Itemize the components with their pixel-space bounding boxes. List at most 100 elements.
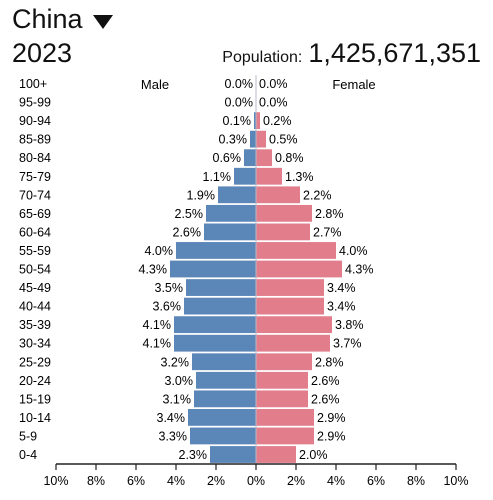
male-bar (174, 334, 256, 352)
population-label: Population: (222, 49, 303, 66)
female-value-label: 4.0% (339, 244, 368, 258)
x-tick-label: 2% (207, 474, 225, 488)
female-value-label: 0.5% (269, 133, 298, 147)
female-value-label: 1.3% (285, 170, 314, 184)
female-bar (256, 223, 310, 241)
female-value-label: 0.2% (263, 114, 292, 128)
legend-male-label: Male (141, 77, 169, 92)
male-value-label: 4.1% (143, 318, 172, 332)
age-group-label: 75-79 (19, 170, 51, 184)
female-bar (256, 297, 324, 315)
male-value-label: 4.0% (145, 244, 174, 258)
male-bar (190, 427, 256, 445)
age-group-label: 45-49 (19, 281, 51, 295)
x-tick-label: 6% (127, 474, 145, 488)
male-value-label: 3.6% (153, 300, 182, 314)
age-group-label: 90-94 (19, 114, 51, 128)
female-value-label: 3.8% (335, 318, 364, 332)
age-group-label: 5-9 (19, 429, 37, 443)
male-bar (234, 167, 256, 185)
male-bar (170, 260, 256, 278)
age-group-label: 15-19 (19, 392, 51, 406)
female-value-label: 2.7% (313, 225, 342, 239)
female-value-label: 4.3% (345, 263, 374, 277)
male-bar (254, 112, 256, 129)
male-value-label: 4.3% (139, 263, 168, 277)
male-bar (196, 371, 256, 389)
male-value-label: 0.3% (219, 133, 248, 147)
female-bar (256, 279, 324, 296)
age-group-label: 85-89 (19, 133, 51, 147)
male-value-label: 2.3% (179, 448, 208, 462)
female-value-label: 0.0% (259, 77, 288, 91)
male-bar (174, 316, 256, 334)
year-label: 2023 (12, 38, 73, 68)
legend-female-label: Female (332, 77, 375, 92)
female-value-label: 2.8% (315, 355, 344, 369)
female-bar (256, 167, 282, 185)
male-value-label: 1.1% (203, 170, 232, 184)
female-value-label: 3.4% (327, 281, 356, 295)
x-tick-label: 0% (247, 474, 265, 488)
male-value-label: 0.6% (213, 151, 242, 165)
male-bar (218, 186, 256, 204)
male-value-label: 0.0% (225, 77, 254, 91)
age-group-label: 30-34 (19, 337, 51, 351)
male-value-label: 2.6% (173, 225, 202, 239)
male-value-label: 3.4% (157, 411, 186, 425)
age-group-label: 50-54 (19, 263, 51, 277)
male-value-label: 4.1% (143, 337, 172, 351)
age-group-label: 80-84 (19, 151, 51, 165)
female-bar (256, 446, 296, 463)
female-bar (256, 334, 330, 352)
dropdown-triangle-icon[interactable] (92, 14, 113, 29)
female-value-label: 3.7% (333, 337, 362, 351)
female-value-label: 3.4% (327, 300, 356, 314)
male-value-label: 0.1% (223, 114, 252, 128)
female-bar (256, 112, 260, 129)
male-value-label: 0.0% (225, 96, 254, 110)
female-value-label: 2.0% (299, 448, 328, 462)
age-group-label: 40-44 (19, 300, 51, 314)
female-value-label: 2.2% (303, 188, 332, 202)
female-value-label: 2.6% (311, 392, 340, 406)
female-bar (256, 390, 308, 408)
male-bar (250, 130, 256, 148)
female-bar (256, 353, 312, 371)
female-value-label: 2.6% (311, 374, 340, 388)
male-bar (186, 279, 256, 296)
x-tick-label: 4% (327, 474, 345, 488)
country-selector[interactable]: China (12, 4, 113, 35)
age-group-label: 95-99 (19, 96, 51, 110)
age-group-label: 0-4 (19, 448, 37, 462)
male-bar (192, 353, 256, 371)
age-group-label: 20-24 (19, 374, 51, 388)
female-value-label: 0.0% (259, 96, 288, 110)
male-value-label: 2.5% (175, 207, 204, 221)
age-group-label: 35-39 (19, 318, 51, 332)
male-bar (244, 149, 256, 167)
male-bar (204, 223, 256, 241)
x-tick-label: 10% (43, 474, 68, 488)
female-bar (256, 260, 342, 278)
country-name: China (12, 4, 83, 34)
male-bar (210, 446, 256, 463)
male-value-label: 3.3% (159, 429, 188, 443)
age-group-label: 70-74 (19, 188, 51, 202)
male-value-label: 3.2% (161, 355, 190, 369)
male-bar (188, 409, 256, 426)
x-tick-label: 4% (167, 474, 185, 488)
female-bar (256, 149, 272, 167)
age-group-label: 60-64 (19, 225, 51, 239)
female-bar (256, 409, 314, 426)
male-value-label: 3.5% (155, 281, 184, 295)
female-bar (256, 316, 332, 334)
male-bar (194, 390, 256, 408)
x-tick-label: 8% (87, 474, 105, 488)
x-tick-label: 8% (407, 474, 425, 488)
female-value-label: 0.8% (275, 151, 304, 165)
female-bar (256, 242, 336, 259)
female-bar (256, 204, 312, 222)
male-value-label: 1.9% (187, 188, 216, 202)
